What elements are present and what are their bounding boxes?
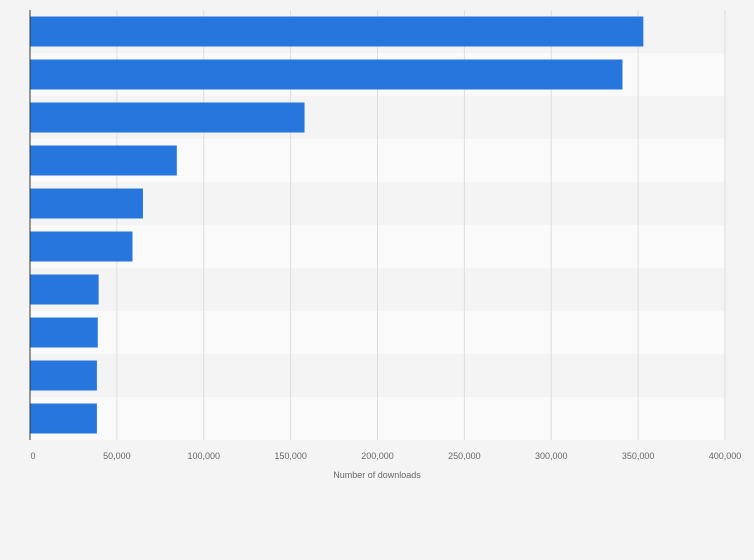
bar[interactable] — [30, 360, 97, 391]
x-tick-label: 100,000 — [187, 451, 220, 461]
x-tick-label: 150,000 — [274, 451, 307, 461]
x-tick-label: 50,000 — [103, 451, 131, 461]
x-tick-label: 300,000 — [535, 451, 568, 461]
bar[interactable] — [30, 231, 133, 262]
x-tick-label: 250,000 — [448, 451, 481, 461]
x-tick-label: 350,000 — [622, 451, 655, 461]
bar[interactable] — [30, 59, 623, 90]
x-tick-labels: 0 50,000 100,000 150,000 200,000 250,000 300,0… — [30, 451, 741, 461]
bar[interactable] — [30, 16, 644, 47]
bar[interactable] — [30, 145, 177, 176]
bar[interactable] — [30, 274, 99, 305]
x-tick-label: 0 — [30, 451, 35, 461]
bar[interactable] — [30, 317, 98, 348]
bars — [30, 16, 644, 434]
x-axis-title: Number of downloads — [333, 470, 421, 480]
bar[interactable] — [30, 403, 97, 434]
bar[interactable] — [30, 102, 305, 133]
x-tick-label: 400,000 — [709, 451, 742, 461]
x-tick-label: 200,000 — [361, 451, 394, 461]
bar[interactable] — [30, 188, 143, 219]
